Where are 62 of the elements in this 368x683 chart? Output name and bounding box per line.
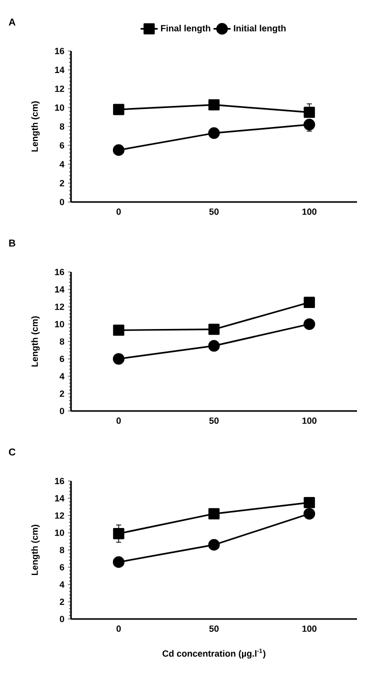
chart-title: A: [8, 18, 16, 26]
y-tick-label: 12: [55, 304, 64, 310]
y-tick-label: 2: [60, 598, 64, 605]
point: [208, 539, 220, 551]
y-tick-label: 16: [55, 478, 64, 484]
y-tick-label: 16: [55, 268, 64, 276]
y-tick-label: 0: [60, 198, 64, 206]
y-tick-label: 6: [60, 356, 64, 362]
x-tick-label: 0: [116, 626, 121, 632]
y-tick-label: 0: [60, 616, 64, 622]
chart-title: B: [9, 240, 16, 246]
x-axis-title: Cd concentration (µg.l$^{-1}$): [162, 648, 266, 659]
y-axis-title: Length (cm): [31, 524, 40, 576]
point: [304, 508, 316, 520]
y-tick-label: 2: [60, 180, 64, 186]
y-tick-label: 10: [55, 530, 64, 536]
point: [113, 324, 124, 336]
point: [304, 296, 315, 308]
y-tick-label: 4: [60, 161, 64, 168]
x-tick-label: 50: [209, 418, 219, 424]
x-tick-label: 0: [116, 208, 121, 215]
x-tick-label: 100: [302, 208, 316, 215]
y-axis-title: Length (cm): [31, 101, 40, 152]
point: [304, 106, 315, 118]
point: [208, 99, 220, 110]
y-tick-label: 2: [60, 390, 64, 397]
y-tick-label: 10: [55, 320, 64, 328]
x-tick-label: 100: [302, 418, 316, 424]
point: [112, 556, 124, 568]
y-tick-label: 12: [55, 86, 64, 92]
point: [304, 318, 316, 330]
y-axis-title: Length (cm): [31, 316, 40, 367]
y-tick-label: 0: [60, 408, 64, 414]
x-tick-label: 50: [209, 626, 219, 632]
point: [208, 340, 220, 352]
x-tick-label: 50: [209, 208, 219, 215]
y-tick-label: 6: [60, 564, 64, 570]
legend-label: Final length: [161, 24, 210, 34]
y-tick-label: 16: [55, 48, 64, 54]
x-tick-label: 100: [302, 626, 316, 632]
x-tick-label: 0: [116, 418, 121, 424]
y-tick-label: 14: [55, 495, 64, 502]
point: [208, 127, 220, 139]
y-tick-label: 14: [55, 66, 64, 73]
y-tick-label: 12: [55, 512, 64, 519]
point: [304, 496, 315, 508]
legend-label: Initial length: [234, 24, 286, 34]
point: [112, 353, 124, 365]
chart-title: C: [8, 448, 16, 456]
y-tick-label: 4: [60, 373, 64, 380]
point: [208, 508, 220, 520]
point: [208, 324, 220, 335]
y-tick-label: 4: [60, 581, 64, 588]
y-tick-label: 8: [60, 123, 64, 130]
y-tick-label: 6: [60, 142, 64, 149]
y-tick-label: 8: [60, 546, 64, 554]
point: [112, 144, 124, 156]
y-tick-label: 14: [55, 286, 64, 292]
point: [113, 104, 124, 116]
y-tick-label: 8: [60, 338, 64, 345]
y-tick-label: 10: [55, 104, 64, 111]
point: [113, 528, 124, 540]
